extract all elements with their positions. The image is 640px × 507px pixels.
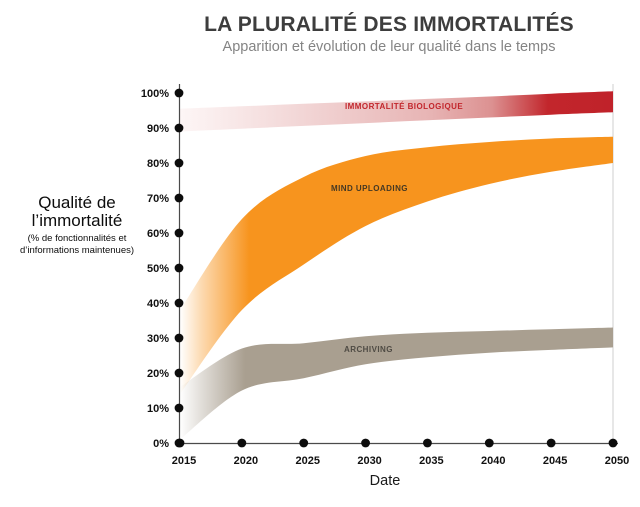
y-tick-dot — [174, 403, 184, 413]
x-tick-dot — [361, 438, 370, 448]
x-tick-dot — [175, 438, 185, 448]
y-tick-label: 80% — [147, 158, 169, 170]
x-tick-label: 2025 — [295, 455, 319, 467]
x-tick-dot — [423, 438, 432, 448]
y-tick-label: 100% — [141, 88, 169, 100]
y-tick-dot — [174, 193, 184, 203]
y-tick-label: 60% — [147, 228, 169, 240]
x-tick-dot — [484, 438, 494, 448]
x-tick-dot — [299, 438, 309, 448]
band-label-archiving: ARCHIVING — [344, 345, 393, 354]
band-label-immortalite-biologique: IMMORTALITÉ BIOLOGIQUE — [345, 102, 464, 111]
y-tick-label: 40% — [147, 298, 169, 310]
band-mind-uploading — [180, 136, 613, 395]
band-label-mind-uploading: MIND UPLOADING — [331, 184, 408, 193]
x-tick-label: 2040 — [481, 455, 505, 467]
y-axis-title-line2: l’immortalité — [31, 211, 123, 230]
y-axis-subtitle-line2: d’informations maintenues) — [19, 244, 135, 256]
x-tick-label: 2015 — [172, 455, 196, 467]
y-tick-dot — [174, 333, 184, 343]
y-tick-dot — [174, 123, 184, 133]
y-tick-label: 0% — [153, 438, 169, 450]
y-axis-title-line1: Qualité de — [38, 193, 116, 212]
x-tick-dot — [237, 438, 247, 448]
y-tick-label: 20% — [147, 368, 169, 380]
x-tick-label: 2020 — [234, 455, 258, 467]
band-archiving — [180, 327, 613, 440]
y-axis-title: Qualité de l’immortalité (% de fonctionn… — [6, 194, 148, 256]
y-tick-label: 30% — [147, 333, 169, 345]
page-subtitle: Apparition et évolution de leur qualité … — [222, 39, 556, 55]
y-tick-dot — [174, 298, 184, 308]
y-tick-label: 70% — [147, 193, 169, 205]
y-axis-subtitle-line1: (% de fonctionnalités et — [27, 233, 127, 244]
x-tick-label: 2050 — [605, 455, 629, 467]
y-tick-dot — [174, 263, 184, 273]
x-tick-label: 2035 — [419, 455, 443, 467]
y-tick-dot — [174, 88, 184, 98]
y-tick-dot — [174, 228, 184, 238]
x-tick-label: 2030 — [357, 455, 381, 467]
y-tick-dot — [174, 158, 184, 168]
header: LA PLURALITÉ DES IMMORTALITÉS Apparition… — [139, 13, 639, 55]
x-tick-dot — [608, 438, 618, 448]
y-tick-dot — [174, 368, 184, 378]
x-tick-label: 2045 — [543, 455, 567, 467]
x-tick-dot — [546, 438, 556, 448]
y-tick-label: 50% — [147, 263, 169, 275]
y-tick-label: 90% — [147, 123, 169, 135]
y-tick-label: 10% — [147, 403, 169, 415]
band-immortalite-biologique — [180, 91, 613, 132]
page-title: LA PLURALITÉ DES IMMORTALITÉS — [204, 13, 574, 36]
x-axis-title: Date — [369, 473, 401, 489]
